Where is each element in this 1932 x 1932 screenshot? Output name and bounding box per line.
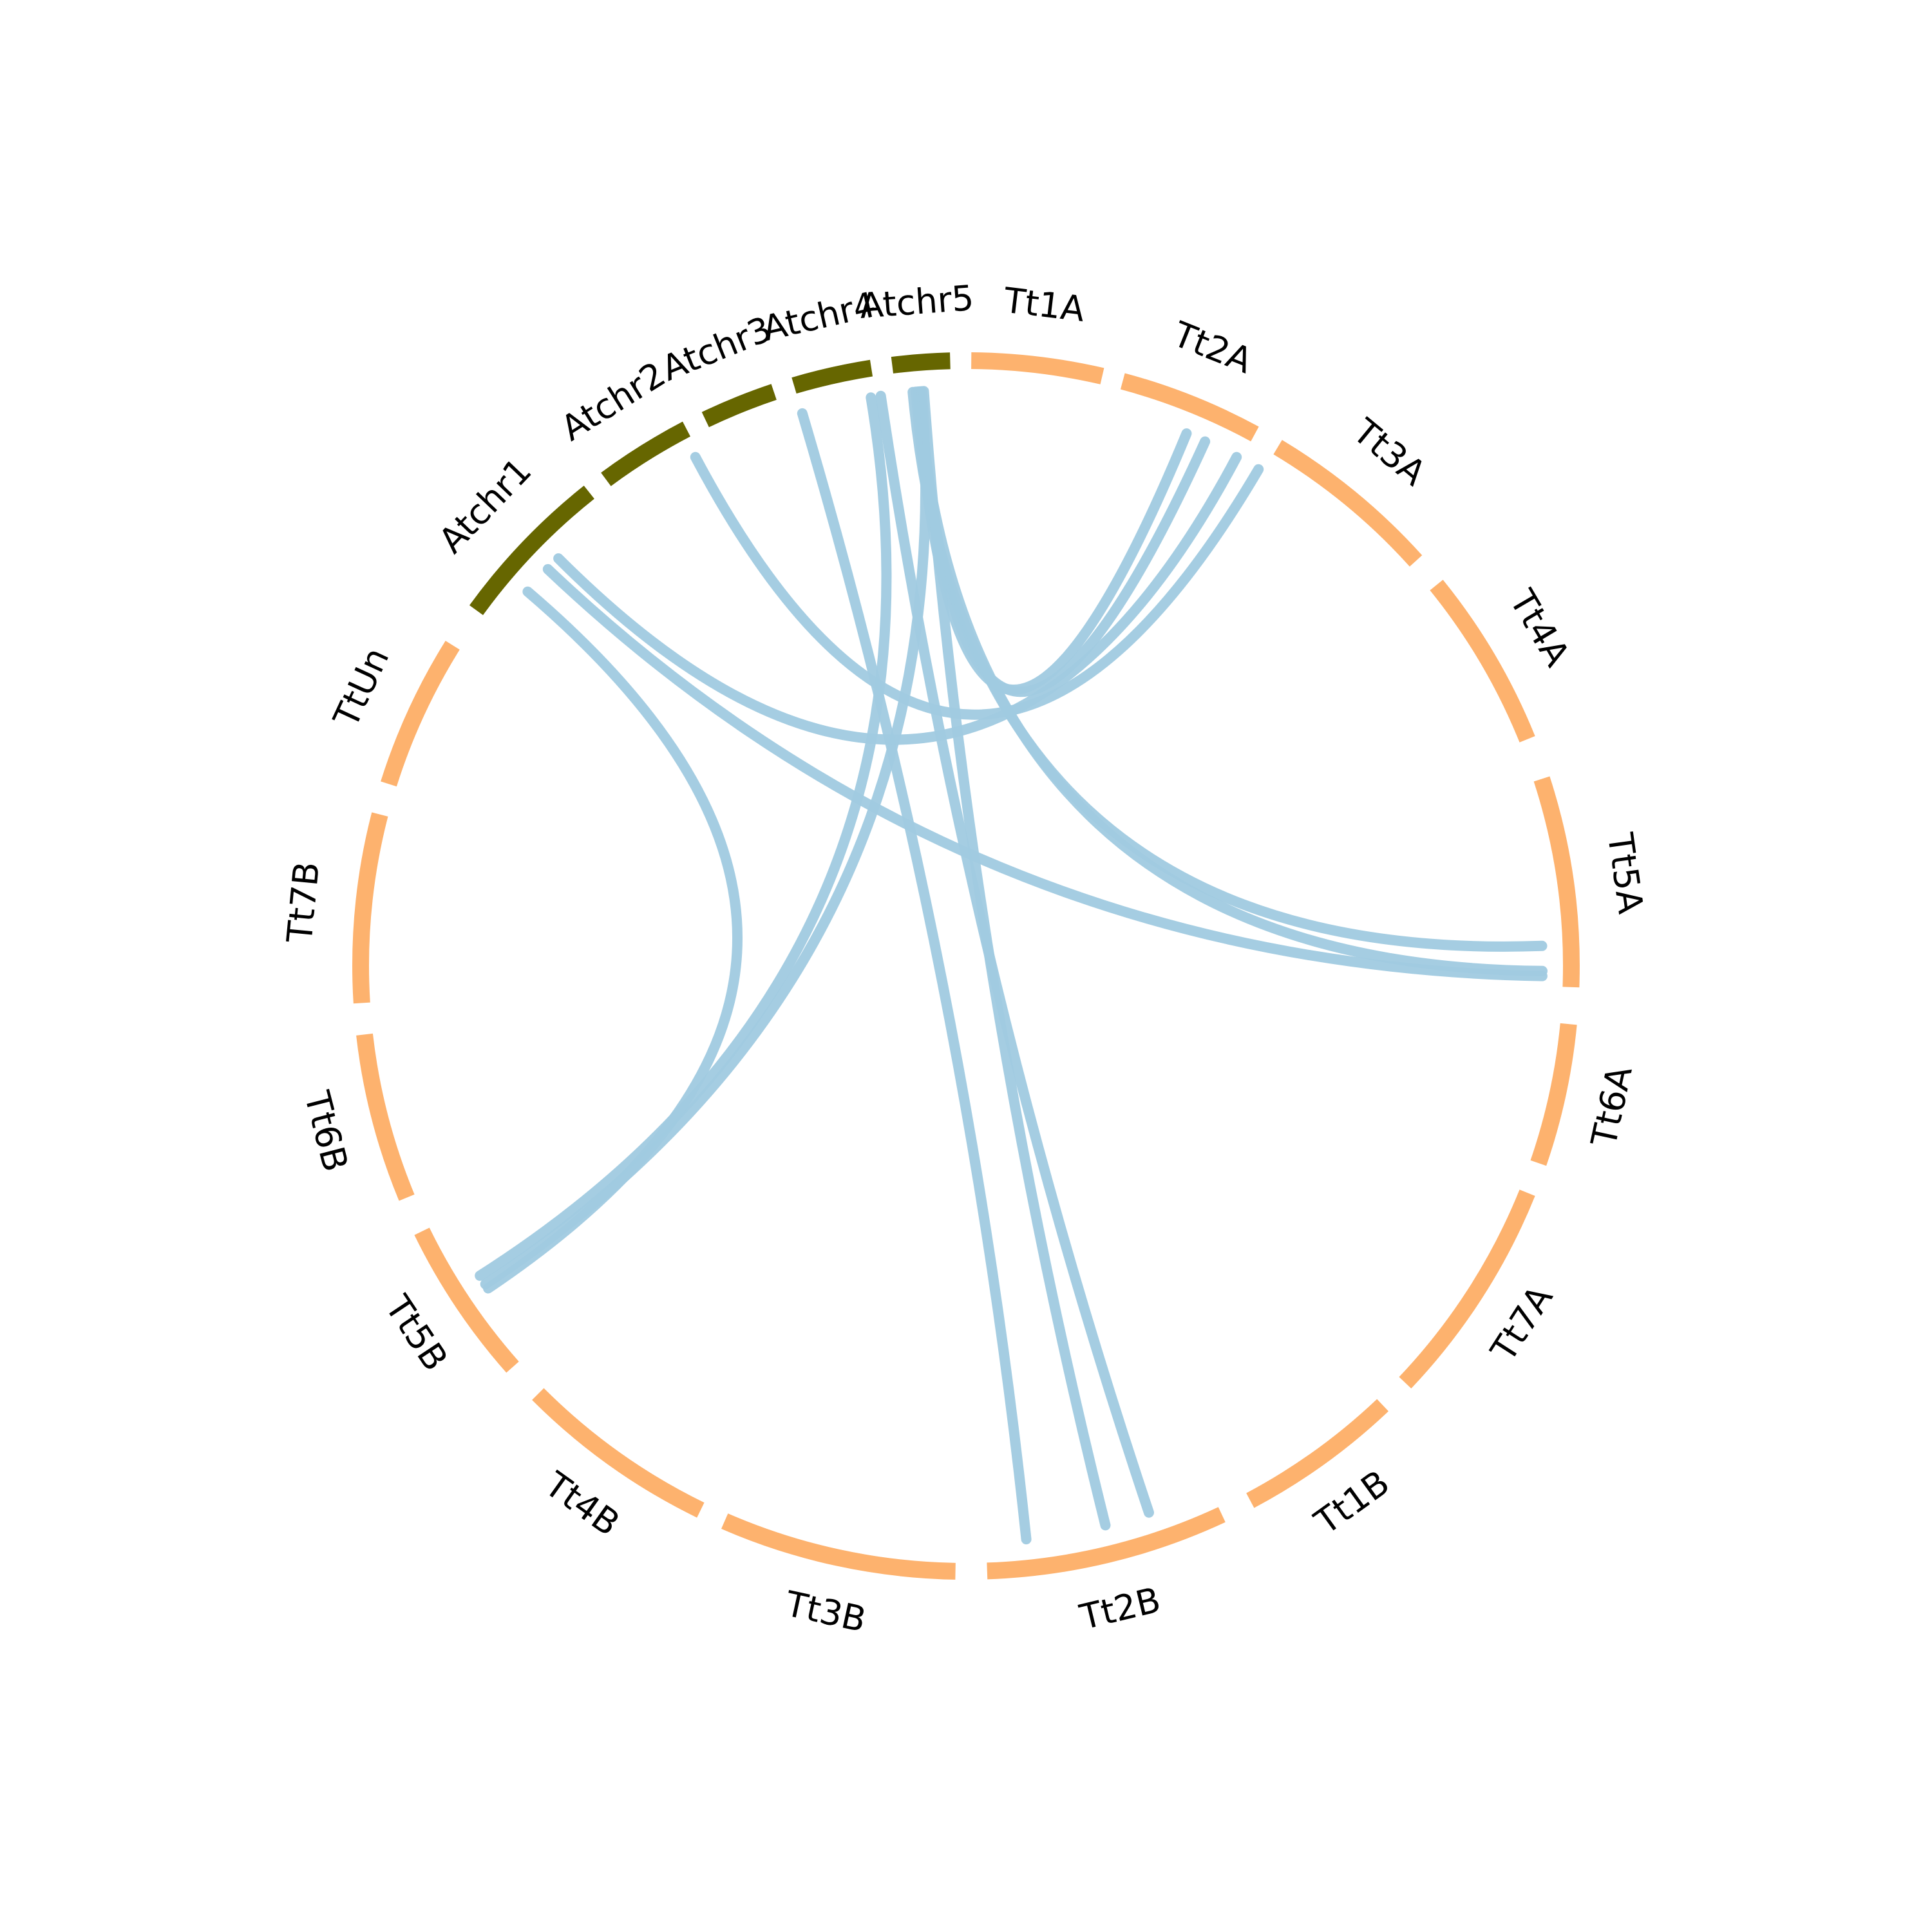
label-tt6a: Tt6A (1583, 1063, 1640, 1151)
label-tt7a: Tt7A (1482, 1278, 1560, 1368)
segment-tt7a (1399, 1189, 1535, 1389)
segment-tt1b (1246, 1399, 1389, 1508)
label-tt7b: Tt7B (279, 860, 327, 945)
link-atchr1-tt5b (483, 586, 743, 1294)
label-tt5a: Tt5A (1600, 830, 1651, 916)
segment-atchr2 (601, 421, 691, 486)
segment-tt5a (1533, 776, 1580, 988)
link-atchr5-tt5a (913, 386, 1548, 976)
segment-tt1a (971, 352, 1104, 384)
segment-tt6a (1530, 1023, 1577, 1166)
label-tt3b: Tt3B (781, 1583, 869, 1640)
label-tt1a: Tt1A (1001, 279, 1087, 330)
label-ttun: TtUn (325, 641, 397, 734)
label-tt4a: Tt4A (1501, 582, 1577, 673)
link-atchr4-tt5b (475, 392, 892, 1281)
segment-tt7b (352, 812, 388, 1004)
segment-tt3b (721, 1513, 956, 1580)
synteny-links (475, 386, 1548, 1545)
segment-tt2b (987, 1507, 1226, 1580)
label-tt6b: Tt6B (296, 1086, 356, 1175)
label-tt3a: Tt3A (1345, 410, 1434, 493)
segment-tt4a (1430, 580, 1535, 743)
label-tt1b: Tt1B (1307, 1462, 1397, 1542)
label-tt2a: Tt2A (1167, 314, 1258, 381)
label-atchr3: Atchr3 (656, 308, 777, 389)
label-atchr2: Atchr2 (554, 354, 672, 449)
segment-tt4b (532, 1388, 705, 1518)
link-atchr5-tt2a (911, 386, 1192, 695)
segment-atchr3 (701, 384, 777, 428)
segment-tt3a (1273, 440, 1423, 567)
segment-atchr1 (469, 486, 594, 616)
segment-atchr4 (791, 359, 873, 394)
link-atchr3-tt2b (797, 408, 1032, 1545)
link-atchr1-tt5a (542, 564, 1548, 981)
label-tt4b: Tt4B (537, 1464, 627, 1544)
segment-atchr5 (891, 352, 951, 374)
label-tt5b: Tt5B (377, 1288, 456, 1378)
link-atchr4-tt1b (875, 390, 1154, 1518)
link-atchr1-tt2a (553, 451, 1242, 745)
chromosome-segments (352, 352, 1580, 1580)
segment-tt5b (414, 1227, 519, 1373)
segment-tt2a (1120, 373, 1259, 442)
label-atchr5: Atchr5 (858, 278, 975, 327)
segment-tt6b (356, 1033, 415, 1201)
segment-ttun (381, 641, 460, 787)
link-atchr2-tt3a (690, 451, 1264, 720)
label-tt2b: Tt2B (1075, 1579, 1164, 1638)
